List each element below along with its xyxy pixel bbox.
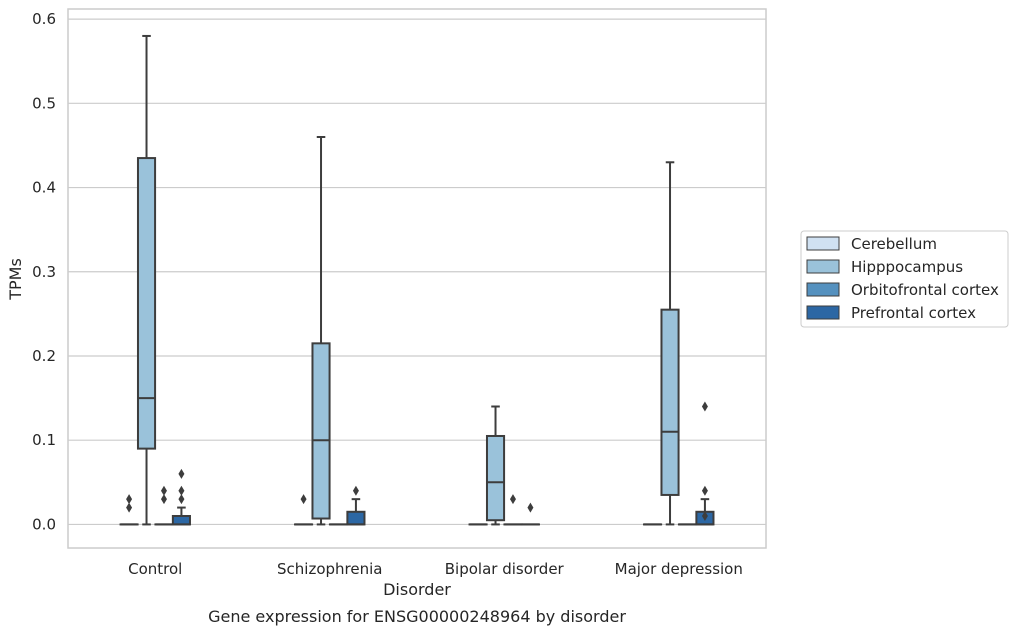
box-hipppocampus [660,161,680,526]
legend-frame [800,230,1009,328]
box-orbitofrontal-cortex [154,485,174,526]
box-prefrontal-cortex [346,485,366,526]
box-cerebellum [119,494,139,526]
box-prefrontal-cortex [695,401,715,526]
outlier-point [701,485,708,496]
outlier-point [126,494,133,505]
x-tick-label: Schizophrenia [277,560,382,578]
box-body [311,342,331,520]
outlier-point [126,502,133,513]
box-body [136,157,157,450]
outlier-point [178,468,185,479]
outlier-point [509,494,516,505]
y-tick-label: 0.4 [32,179,56,197]
box-cerebellum [294,494,314,526]
legend-label: Hipppocampus [851,258,963,276]
box-hipppocampus [485,405,506,526]
box-prefrontal-cortex [171,468,191,526]
legend-label: Prefrontal cortex [851,304,976,322]
legend-label: Cerebellum [851,235,937,253]
legend-swatch [806,236,840,251]
y-tick-labels: 0.0 0.1 0.2 0.3 0.4 0.5 0.6 [32,10,56,533]
y-tick-label: 0.0 [32,515,56,533]
x-tick-label: Bipolar disorder [445,560,565,578]
y-axis-title: TPMs [6,258,25,301]
x-tick-label: Control [128,560,182,578]
outlier-point [178,485,185,496]
legend: Cerebellum Hipppocampus Orbitofrontal cort… [800,230,1009,328]
box-orbitofrontal-cortex [503,494,523,526]
legend-swatch [806,305,840,320]
outlier-point [701,510,708,521]
box-body [660,308,680,496]
y-tick-label: 0.3 [32,263,56,281]
box-body [171,514,191,526]
box-hipppocampus [136,34,157,526]
legend-swatch [806,259,840,274]
outlier-point [300,494,307,505]
x-tick-label: Major depression [615,560,743,578]
outlier-point [352,485,359,496]
boxes [119,34,715,526]
outlier-point [527,502,534,513]
box-prefrontal-cortex [520,502,540,526]
chart-caption: Gene expression for ENSG00000248964 by d… [208,607,626,626]
outlier-point [160,494,167,505]
outlier-point [160,485,167,496]
x-axis-title: Disorder [383,580,451,599]
plot-frame [67,8,767,549]
legend-swatch [806,282,840,297]
legend-label: Orbitofrontal cortex [851,281,999,299]
x-tick-labels: Control Schizophrenia Bipolar disorder Majo… [128,560,743,578]
box-body [485,434,506,522]
y-tick-label: 0.2 [32,347,56,365]
grid-lines [68,18,766,526]
outlier-point [178,494,185,505]
box-hipppocampus [311,136,331,526]
y-tick-label: 0.6 [32,10,56,28]
box-body [346,510,366,526]
y-tick-label: 0.5 [32,94,56,112]
outlier-point [701,401,708,412]
y-tick-label: 0.1 [32,431,56,449]
